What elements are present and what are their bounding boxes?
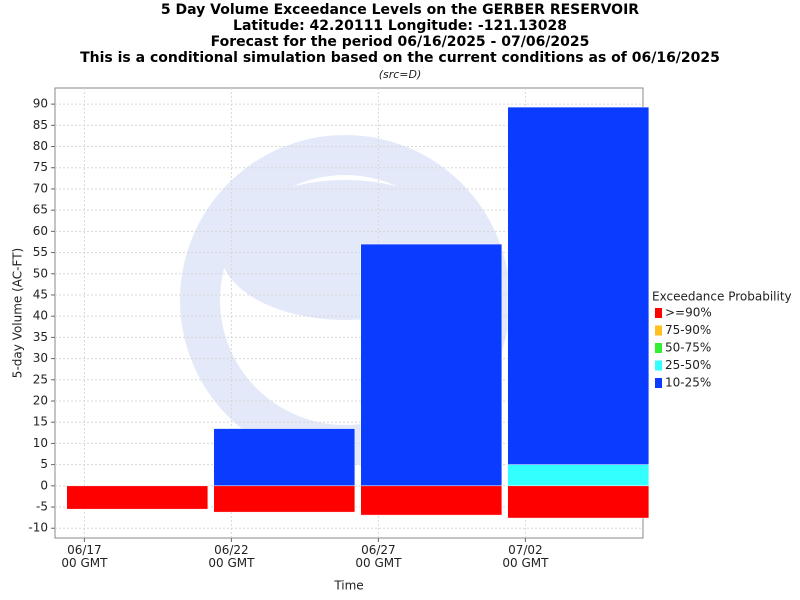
y-tick-label: 25 — [33, 372, 48, 386]
bar — [507, 485, 650, 519]
legend-swatch — [655, 343, 662, 353]
x-tick-label: 06/27 00 GMT — [355, 543, 402, 570]
y-tick-label: -5 — [36, 500, 48, 514]
chart-subtitle: (src=D) — [379, 68, 422, 81]
legend-label: >=90% — [665, 306, 712, 320]
chart-title: Forecast for the period 06/16/2025 - 07/… — [211, 34, 590, 50]
legend-label: 75-90% — [665, 323, 711, 337]
legend-label: 25-50% — [665, 358, 711, 372]
legend-title: Exceedance Probability — [652, 290, 792, 304]
bar — [360, 243, 503, 487]
bar — [360, 485, 503, 516]
y-tick-label: 15 — [33, 415, 48, 429]
y-tick-label: 10 — [33, 436, 48, 450]
y-tick-label: 80 — [33, 139, 48, 153]
y-tick-label: 45 — [33, 287, 48, 301]
legend-label: 10-25% — [665, 376, 711, 390]
y-tick-label: 5 — [40, 457, 48, 471]
y-axis-label: 5-day Volume (AC-FT) — [11, 248, 25, 378]
y-tick-label: 85 — [33, 118, 48, 132]
y-tick-label: 20 — [33, 394, 48, 408]
y-tick-label: 60 — [33, 224, 48, 238]
legend-label: 50-75% — [665, 341, 711, 355]
y-tick-label: 55 — [33, 245, 48, 259]
legend-swatch — [655, 360, 662, 371]
chart-title: This is a conditional simulation based o… — [80, 50, 720, 66]
y-tick-label: 65 — [33, 203, 48, 217]
bar — [66, 485, 209, 510]
legend-swatch — [655, 308, 662, 318]
chart-title: 5 Day Volume Exceedance Levels on the GE… — [161, 2, 639, 18]
chart-title: Latitude: 42.20111 Longitude: -121.13028 — [233, 18, 567, 34]
y-tick-label: 75 — [33, 160, 48, 174]
y-tick-label: 50 — [33, 266, 48, 280]
y-tick-label: 40 — [33, 309, 48, 323]
y-tick-label: 35 — [33, 330, 48, 344]
bar — [213, 485, 356, 513]
y-tick-label: 30 — [33, 351, 48, 365]
y-tick-label: 0 — [40, 478, 48, 492]
bar — [213, 428, 356, 487]
x-axis-label: Time — [333, 579, 363, 593]
x-tick-label: 07/02 00 GMT — [502, 543, 549, 570]
x-tick-label: 06/17 00 GMT — [61, 543, 108, 570]
y-tick-label: 90 — [33, 97, 48, 111]
y-tick-label: -10 — [28, 521, 48, 535]
bar — [507, 106, 650, 487]
y-tick-label: 70 — [33, 181, 48, 195]
bar — [507, 464, 650, 487]
x-tick-label: 06/22 00 GMT — [208, 543, 255, 570]
legend-swatch — [655, 378, 662, 388]
legend-swatch — [655, 325, 662, 336]
